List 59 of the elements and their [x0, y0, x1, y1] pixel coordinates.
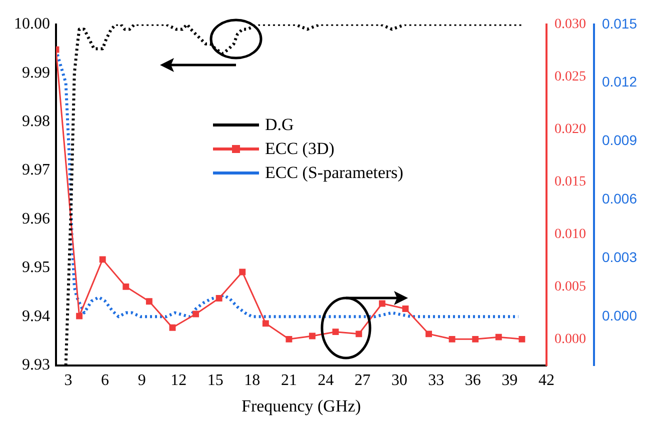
- x-tick-label: 15: [207, 372, 224, 390]
- point: [239, 268, 246, 276]
- y-tick-label: 9.99: [22, 64, 50, 82]
- y3-tick-label: 0.000: [602, 308, 638, 324]
- x-tick-label: 36: [464, 372, 481, 390]
- y-tick-label: 9.95: [22, 259, 50, 276]
- y2-tick-label: 0.030: [554, 17, 586, 32]
- point: [216, 295, 222, 302]
- point: [76, 312, 83, 320]
- x-axis-title: Frequency (GHz): [242, 396, 361, 416]
- y3-tick-label: 0.015: [602, 15, 638, 32]
- point: [286, 336, 292, 342]
- y3-tick-label: 0.012: [602, 74, 638, 90]
- y3-tick-label: 0.009: [602, 132, 638, 148]
- point: [402, 306, 409, 312]
- y2-tick-label: 0.015: [554, 174, 586, 190]
- point: [495, 334, 502, 340]
- point: [448, 336, 456, 342]
- y-tick-label: 10.00: [14, 16, 50, 33]
- y2-tick-label: 0.000: [554, 332, 586, 347]
- point: [356, 330, 362, 338]
- y-tick-label: 9.96: [22, 210, 50, 228]
- y2-tick-label: 0.005: [554, 279, 586, 294]
- y3-tick-label: 0.003: [602, 249, 638, 266]
- point: [309, 332, 316, 340]
- point: [378, 300, 386, 307]
- x-tick-label: 24: [318, 372, 334, 390]
- point: [192, 310, 200, 318]
- y-tick-label: 9.94: [22, 308, 50, 325]
- x-tick-label: 6: [101, 372, 110, 390]
- point: [426, 330, 432, 338]
- x-tick-label: 39: [502, 372, 518, 390]
- y3-tick-label: 0.006: [602, 190, 638, 207]
- point: [262, 320, 269, 327]
- y2-tick-label: 0.010: [554, 226, 586, 242]
- x-tick-label: 3: [64, 372, 72, 390]
- legend-label: D.G: [265, 115, 294, 135]
- y-tick-label: 9.93: [22, 356, 50, 374]
- y-tick-label: 9.97: [22, 162, 50, 179]
- point: [122, 283, 130, 290]
- point: [518, 336, 526, 342]
- point: [332, 328, 339, 336]
- x-tick-label: 9: [138, 372, 146, 390]
- point: [472, 336, 479, 342]
- point: [146, 298, 152, 305]
- legend-label: ECC (S-parameters): [265, 163, 404, 183]
- x-tick-label: 12: [170, 372, 187, 390]
- x-tick-label: 42: [538, 372, 554, 390]
- x-tick-label: 30: [391, 372, 408, 390]
- x-tick-label: 18: [244, 372, 260, 390]
- point: [99, 256, 106, 263]
- x-tick-label: 27: [354, 372, 371, 390]
- y-tick-label: 9.98: [22, 113, 50, 130]
- legend-label: ECC (3D): [265, 139, 334, 159]
- x-tick-label: 21: [280, 372, 297, 390]
- y2-tick-label: 0.020: [554, 122, 586, 137]
- x-tick-label: 33: [428, 372, 444, 390]
- y2-tick-label: 0.025: [554, 70, 586, 85]
- point: [169, 324, 176, 331]
